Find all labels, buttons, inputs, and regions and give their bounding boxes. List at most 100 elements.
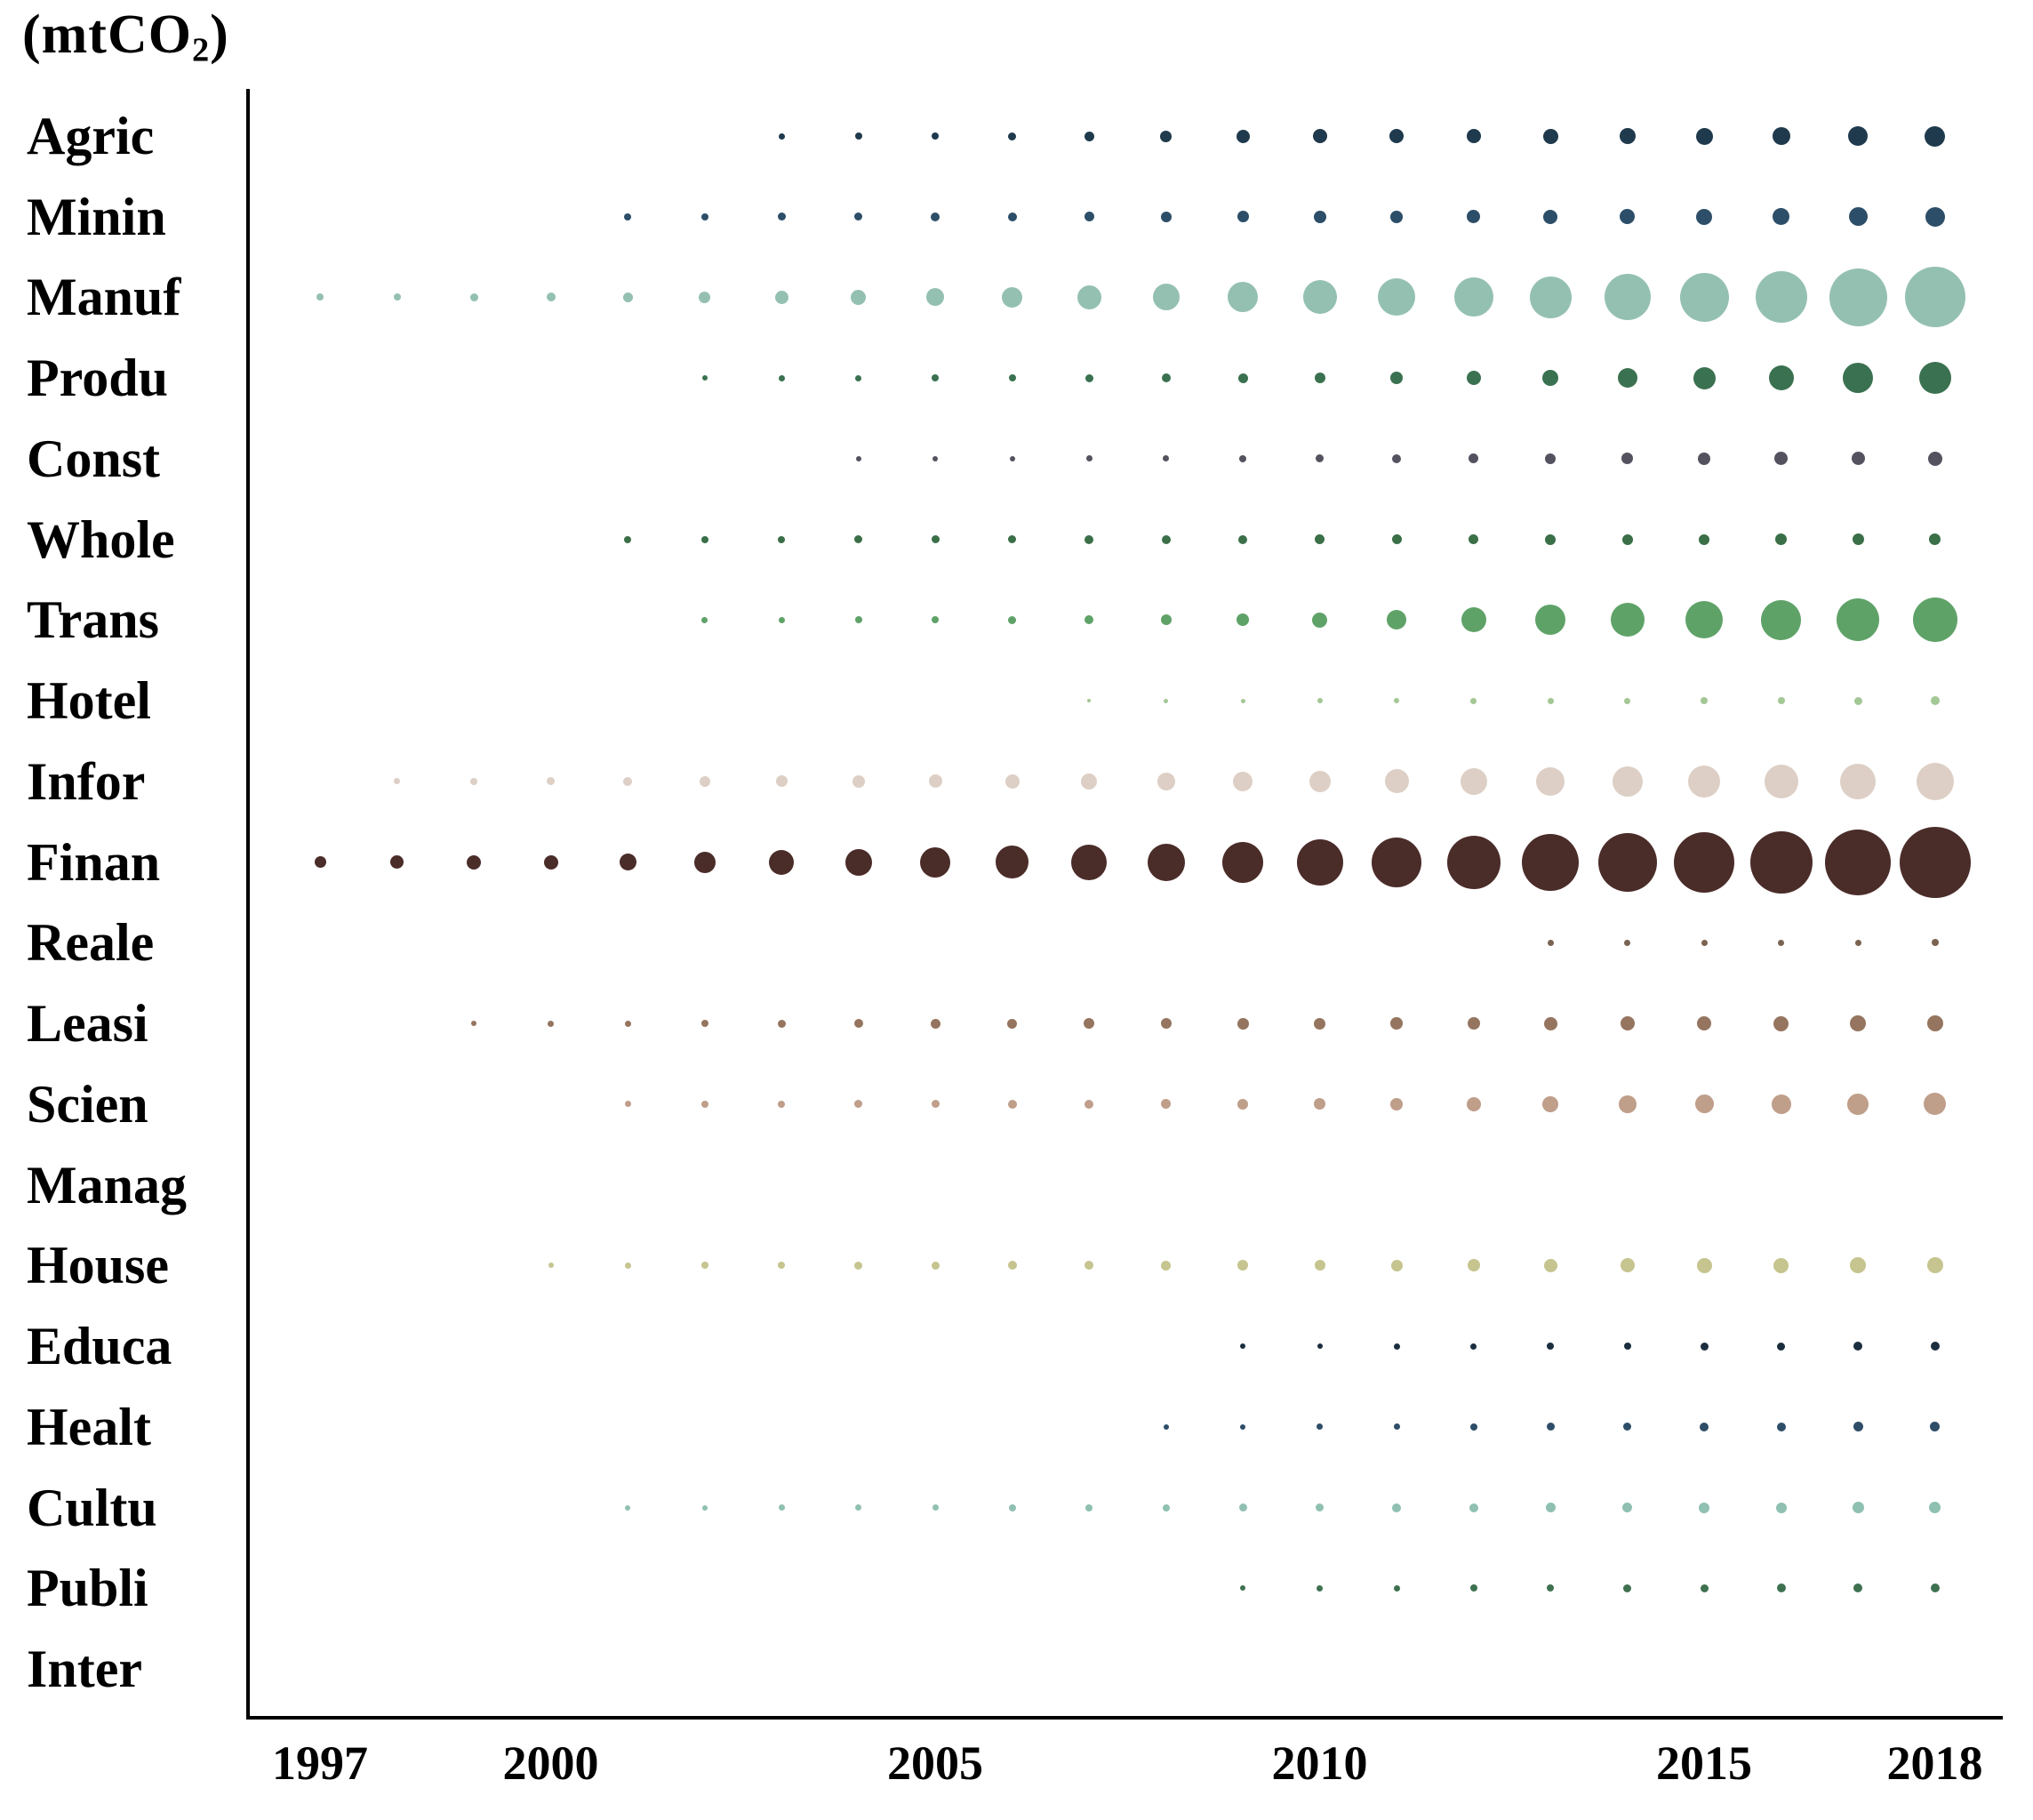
bubble-produ-2017 <box>1843 363 1873 394</box>
bubble-house-2014 <box>1620 1258 1635 1273</box>
unit-label-prefix: (mtCO <box>22 4 192 65</box>
bubble-educa-2016 <box>1777 1342 1785 1351</box>
bubble-finan-2016 <box>1749 830 1813 894</box>
bubble-hotel-2011 <box>1394 698 1399 704</box>
bubble-scien-2011 <box>1390 1097 1403 1110</box>
bubble-finan-2011 <box>1372 837 1421 887</box>
bubble-reale-2017 <box>1854 939 1861 946</box>
bubble-produ-2018 <box>1918 362 1951 395</box>
bubble-scien-2003 <box>778 1100 785 1108</box>
bubble-whole-2011 <box>1391 534 1402 545</box>
bubble-trans-2011 <box>1387 610 1406 630</box>
bubble-minin-2006 <box>1007 212 1017 221</box>
bubble-house-2012 <box>1467 1259 1480 1272</box>
bubble-whole-2014 <box>1621 533 1633 545</box>
bubble-educa-2018 <box>1930 1342 1940 1351</box>
bubble-leasi-2014 <box>1620 1016 1635 1031</box>
bubble-educa-2017 <box>1853 1342 1862 1351</box>
bubble-cultu-2010 <box>1316 1503 1324 1512</box>
bubble-produ-2006 <box>1008 374 1016 382</box>
bubble-whole-2005 <box>931 535 940 544</box>
bubble-minin-2004 <box>854 212 862 221</box>
bubble-leasi-2008 <box>1160 1018 1172 1030</box>
bubble-publi-2010 <box>1317 1584 1323 1591</box>
bubble-leasi-2001 <box>624 1020 631 1027</box>
bubble-house-2010 <box>1314 1260 1325 1271</box>
bubble-const-2011 <box>1392 453 1401 463</box>
bubble-healt-2008 <box>1163 1423 1169 1430</box>
bubble-trans-2014 <box>1610 603 1645 637</box>
bubble-scien-2009 <box>1237 1098 1248 1110</box>
bubble-hotel-2007 <box>1087 699 1091 703</box>
bubble-cultu-2017 <box>1852 1502 1864 1514</box>
bubble-whole-2007 <box>1085 534 1093 544</box>
bubble-house-2011 <box>1390 1259 1403 1271</box>
bubble-agric-2010 <box>1312 129 1327 143</box>
bubble-produ-2016 <box>1768 365 1794 391</box>
sector-label-agric: Agric <box>27 107 155 165</box>
bubble-scien-2015 <box>1694 1094 1714 1114</box>
bubble-cultu-2011 <box>1392 1503 1401 1512</box>
bubble-minin-2010 <box>1313 210 1326 223</box>
bubble-minin-2001 <box>624 212 631 220</box>
bubble-publi-2018 <box>1930 1583 1940 1593</box>
bubble-const-2008 <box>1163 455 1169 462</box>
bubble-leasi-2017 <box>1850 1015 1866 1032</box>
bubble-infor-2015 <box>1688 765 1720 798</box>
bubble-scien-2002 <box>700 1100 708 1108</box>
bubble-whole-2001 <box>624 535 631 543</box>
bubble-minin-2008 <box>1160 211 1172 222</box>
bubble-manuf-2011 <box>1378 278 1415 317</box>
unit-label-subscript: 2 <box>191 31 211 69</box>
bubble-finan-2002 <box>693 851 716 873</box>
bubble-const-2015 <box>1698 452 1710 465</box>
bubble-hotel-2016 <box>1777 697 1785 705</box>
bubble-infor-2016 <box>1764 764 1798 798</box>
bubble-produ-2007 <box>1085 373 1093 382</box>
bubble-agric-2018 <box>1925 125 1945 147</box>
bubble-scien-2018 <box>1924 1093 1946 1116</box>
sector-label-leasi: Leasi <box>27 994 148 1054</box>
sector-label-manuf: Manuf <box>27 268 181 327</box>
bubble-cultu-2016 <box>1775 1502 1787 1513</box>
bubble-const-2018 <box>1927 451 1942 466</box>
bubble-scien-2012 <box>1466 1096 1481 1111</box>
bubble-infor-1998 <box>394 778 400 785</box>
bubble-scien-2008 <box>1161 1099 1171 1110</box>
bubble-const-2006 <box>1009 455 1015 461</box>
bubble-whole-2002 <box>700 535 708 543</box>
bubble-house-2007 <box>1085 1261 1093 1271</box>
bubble-healt-2016 <box>1776 1422 1786 1431</box>
bubble-educa-2012 <box>1470 1343 1477 1350</box>
bubble-house-2017 <box>1850 1257 1866 1274</box>
bubble-reale-2018 <box>1931 939 1939 947</box>
bubble-minin-2015 <box>1696 208 1712 225</box>
bubble-agric-2011 <box>1389 129 1404 143</box>
bubble-scien-2013 <box>1542 1095 1558 1112</box>
bubble-finan-2004 <box>844 848 872 876</box>
bubble-manuf-2014 <box>1604 274 1651 321</box>
sector-label-scien: Scien <box>27 1074 148 1134</box>
bubble-trans-2013 <box>1535 605 1565 636</box>
bubble-leasi-2003 <box>777 1019 786 1028</box>
bubble-trans-2006 <box>1008 615 1016 624</box>
bubble-leasi-2009 <box>1237 1017 1249 1030</box>
bubble-finan-2009 <box>1222 841 1263 883</box>
bubble-publi-2011 <box>1393 1584 1400 1591</box>
bubble-scien-2016 <box>1771 1094 1791 1114</box>
bubble-finan-2008 <box>1147 843 1185 881</box>
bubble-trans-2018 <box>1912 597 1957 643</box>
bubble-educa-2015 <box>1700 1342 1709 1351</box>
bubble-leasi-2016 <box>1773 1015 1789 1031</box>
x-axis-label-2015: 2015 <box>1656 1736 1752 1790</box>
bubble-publi-2009 <box>1240 1585 1245 1591</box>
bubble-const-2017 <box>1851 452 1865 466</box>
bubble-trans-2017 <box>1837 598 1879 642</box>
bubble-finan-2012 <box>1446 835 1501 889</box>
x-axis-line <box>246 1716 2003 1720</box>
bubble-cultu-2002 <box>701 1504 708 1511</box>
bubble-leasi-2007 <box>1084 1018 1094 1030</box>
bubble-healt-2014 <box>1623 1423 1631 1431</box>
bubble-manuf-2004 <box>851 289 866 305</box>
bubble-manuf-2000 <box>546 293 556 302</box>
